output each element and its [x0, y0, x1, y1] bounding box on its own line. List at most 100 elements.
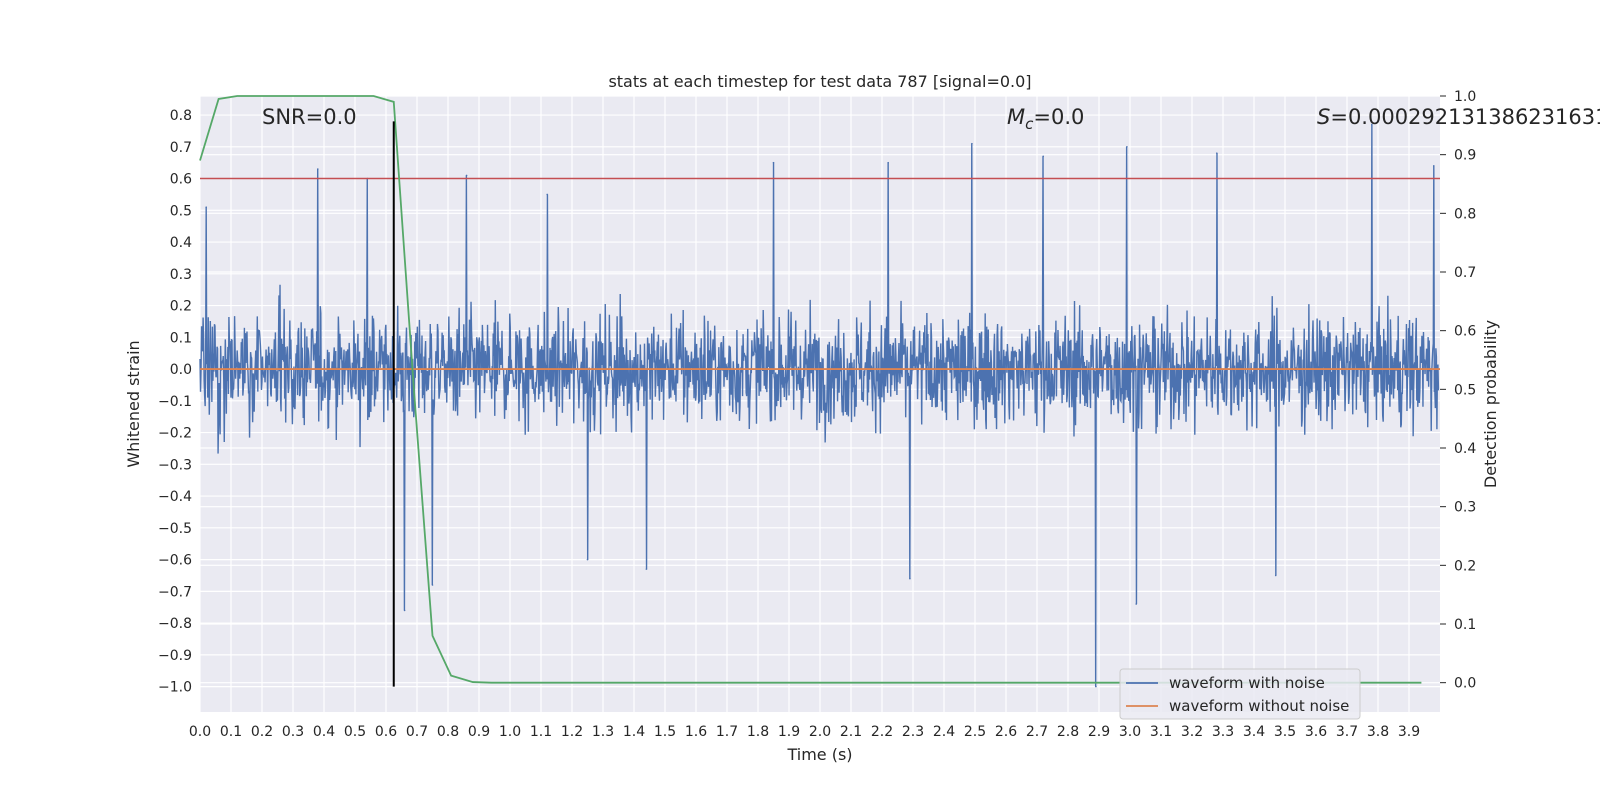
y-tick-label: 0.1 [170, 330, 192, 346]
y2-tick-label: 0.7 [1454, 265, 1476, 281]
y-axis-ticks: 0.8 0.7 0.6 0.5 0.4 0.3 0.2 0.1 0.0 −0.1 −0.2 −0.3 −… [158, 108, 192, 696]
snr-annotation: SNR=0.0 [262, 105, 357, 129]
x-tick-label: 2.3 [902, 724, 924, 740]
detection-probability-line [199, 95, 1422, 684]
mc-subscript: c [1025, 115, 1034, 133]
x-tick-label: 2.2 [871, 724, 893, 740]
y-tick-label: −0.9 [158, 648, 192, 664]
noise-spike-point [1216, 152, 1218, 154]
noise-spike-point [205, 206, 207, 208]
y-tick-label: 0.4 [170, 235, 192, 251]
y-tick-label: 0.3 [170, 267, 192, 283]
x-tick-label: 2.8 [1057, 724, 1079, 740]
mc-value: =0.0 [1033, 105, 1084, 129]
x-tick-label: 0.7 [406, 724, 428, 740]
y-tick-label: −0.3 [158, 457, 192, 473]
noise-spike-point [971, 142, 973, 145]
mc-symbol: M [1007, 105, 1025, 129]
y-tick-label: −0.5 [158, 521, 192, 537]
x-tick-label: 0.2 [251, 724, 273, 740]
legend: waveform with noise waveform without noi… [1119, 668, 1361, 720]
noise-spike-point [1371, 123, 1373, 126]
y2-tick-label: 0.2 [1454, 558, 1476, 574]
noise-spike-point [1042, 155, 1044, 158]
y2-axis-label: Detection probability [1481, 320, 1500, 488]
noise-spike-point [403, 609, 406, 612]
y-tick-label: 0.0 [170, 362, 192, 378]
x-tick-label: 3.7 [1336, 724, 1358, 740]
noise-spike-point [1433, 165, 1435, 167]
y-tick-label: −0.7 [158, 584, 192, 600]
noise-spike-point [1135, 603, 1137, 605]
x-tick-label: 1.8 [747, 724, 769, 740]
x-tick-label: 0.1 [220, 724, 242, 740]
y2-tick-label: 0.8 [1454, 206, 1476, 222]
x-tick-label: 0.9 [468, 724, 490, 740]
y2-tick-label: 0.3 [1454, 500, 1476, 516]
x-axis-label: Time (s) [786, 745, 852, 764]
noise-spike-point [546, 193, 548, 196]
x-tick-label: 0.0 [189, 724, 211, 740]
noise-spike-point [1126, 146, 1128, 148]
x-tick-label: 2.9 [1088, 724, 1110, 740]
x-tick-label: 3.9 [1398, 724, 1420, 740]
y-tick-label: 0.8 [170, 108, 192, 124]
x-tick-label: 2.5 [964, 724, 986, 740]
x-tick-label: 1.9 [778, 724, 800, 740]
y-tick-label: 0.7 [170, 140, 192, 156]
x-tick-label: 3.5 [1274, 724, 1296, 740]
noise-spike-point [909, 577, 911, 580]
x-tick-label: 1.4 [623, 724, 645, 740]
y2-tick-label: 0.9 [1454, 148, 1476, 164]
x-tick-label: 3.6 [1305, 724, 1327, 740]
x-tick-label: 1.0 [499, 724, 521, 740]
y-tick-label: 0.6 [170, 172, 192, 188]
x-tick-label: 2.4 [933, 724, 955, 740]
chart-title: stats at each timestep for test data 787… [608, 72, 1031, 91]
s-annotation: S=0.0002921313862316315 [1317, 105, 1600, 129]
s-symbol: S [1317, 105, 1330, 129]
noise-spike-point [1095, 685, 1097, 688]
noise-spike-point [1274, 574, 1277, 577]
y-axis-label: Whitened strain [124, 340, 143, 467]
x-tick-label: 3.1 [1150, 724, 1172, 740]
x-tick-label: 1.2 [561, 724, 583, 740]
x-tick-label: 1.1 [530, 724, 552, 740]
y2-tick-label: 0.6 [1454, 324, 1476, 340]
x-tick-label: 1.5 [654, 724, 676, 740]
x-tick-label: 0.3 [282, 724, 304, 740]
y2-tick-label: 0.5 [1454, 382, 1476, 398]
y2-tick-label: 0.0 [1454, 676, 1476, 692]
noise-spike-point [586, 558, 589, 561]
x-tick-label: 3.8 [1367, 724, 1389, 740]
x-tick-label: 0.5 [344, 724, 366, 740]
noise-spike-point [431, 584, 434, 586]
x-tick-label: 2.7 [1026, 724, 1048, 740]
x-tick-label: 3.4 [1243, 724, 1265, 740]
x-tick-label: 3.2 [1181, 724, 1203, 740]
x-tick-label: 2.0 [809, 724, 831, 740]
waveform-with-noise-series [199, 123, 1440, 688]
legend-entry-noise: waveform with noise [1169, 674, 1325, 692]
x-axis-ticks: 0.0 0.1 0.2 0.3 0.4 0.5 0.6 0.7 0.8 0.9 1.0 1.1 1.2 1… [189, 724, 1420, 740]
x-tick-label: 2.1 [840, 724, 862, 740]
y-tick-label: −1.0 [158, 680, 192, 696]
y-tick-label: −0.4 [158, 489, 192, 505]
x-tick-label: 0.4 [313, 724, 335, 740]
y-tick-label: −0.2 [158, 426, 192, 442]
noise-spike-point [645, 568, 648, 570]
y-tick-label: −0.6 [158, 553, 192, 569]
y-tick-label: 0.5 [170, 203, 192, 219]
noise-spike-point [887, 161, 889, 164]
y2-tick-label: 1.0 [1454, 89, 1476, 105]
noise-spike-point [317, 168, 319, 170]
grid-lines [199, 95, 1440, 712]
mc-annotation: Mc=0.0 [1007, 105, 1084, 133]
x-tick-label: 3.0 [1119, 724, 1141, 740]
x-tick-label: 1.6 [685, 724, 707, 740]
y2-tick-label: 0.1 [1454, 617, 1476, 633]
x-tick-label: 1.3 [592, 724, 614, 740]
y-tick-label: −0.1 [158, 394, 192, 410]
y-tick-label: 0.2 [170, 299, 192, 315]
